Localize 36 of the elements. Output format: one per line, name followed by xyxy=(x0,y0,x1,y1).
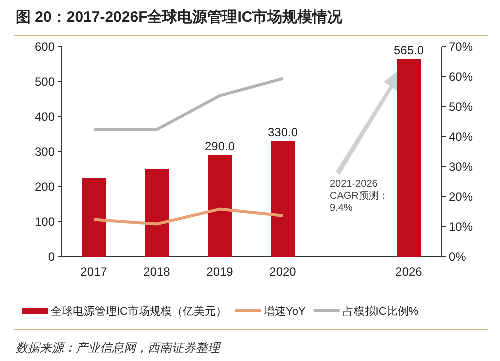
data-label: 330.0 xyxy=(268,126,298,140)
x-tick-label: 2017 xyxy=(80,265,108,279)
annotation: 9.4% xyxy=(330,203,353,214)
data-label: 565.0 xyxy=(394,43,424,58)
y2-tick-label: 50% xyxy=(449,100,474,114)
y-tick-label: 0 xyxy=(48,250,56,264)
y2-tick-label: 60% xyxy=(449,70,474,84)
line-series xyxy=(92,208,284,226)
y2-tick-label: 70% xyxy=(449,40,474,54)
chart-title: 图 20：2017-2026F全球电源管理IC市场规模情况 xyxy=(16,8,344,26)
legend-label: 占模拟IC比例% xyxy=(342,305,419,318)
legend-label: 增速YoY xyxy=(263,305,306,318)
y-tick-label: 600 xyxy=(34,40,56,54)
bar xyxy=(145,170,169,257)
bar xyxy=(271,142,295,257)
x-tick-label: 2020 xyxy=(270,265,297,279)
y2-tick-label: 10% xyxy=(449,220,474,234)
y-tick-label: 100 xyxy=(34,215,56,229)
y-tick-label: 300 xyxy=(34,145,56,159)
y2-tick-label: 0% xyxy=(449,250,467,264)
source-note: 数据来源：产业信息网，西南证券整理 xyxy=(16,341,222,355)
x-tick-label: 2018 xyxy=(144,265,171,279)
y2-tick-label: 30% xyxy=(449,160,474,174)
bar xyxy=(82,178,106,257)
annotation: CAGR预测： xyxy=(330,190,389,202)
x-tick-label: 2019 xyxy=(206,265,234,279)
annotation: 2021-2026 xyxy=(330,179,378,190)
y-tick-label: 500 xyxy=(34,75,56,89)
y2-tick-label: 40% xyxy=(449,130,474,144)
x-tick-label: 2026 xyxy=(396,265,423,279)
y-tick-label: 200 xyxy=(34,180,56,194)
legend-label: 全球电源管理IC市场规模（亿美元） xyxy=(51,305,227,318)
bar xyxy=(208,156,232,257)
y2-tick-label: 20% xyxy=(449,190,474,204)
y-tick-label: 400 xyxy=(34,110,56,124)
data-label: 290.0 xyxy=(204,140,236,154)
